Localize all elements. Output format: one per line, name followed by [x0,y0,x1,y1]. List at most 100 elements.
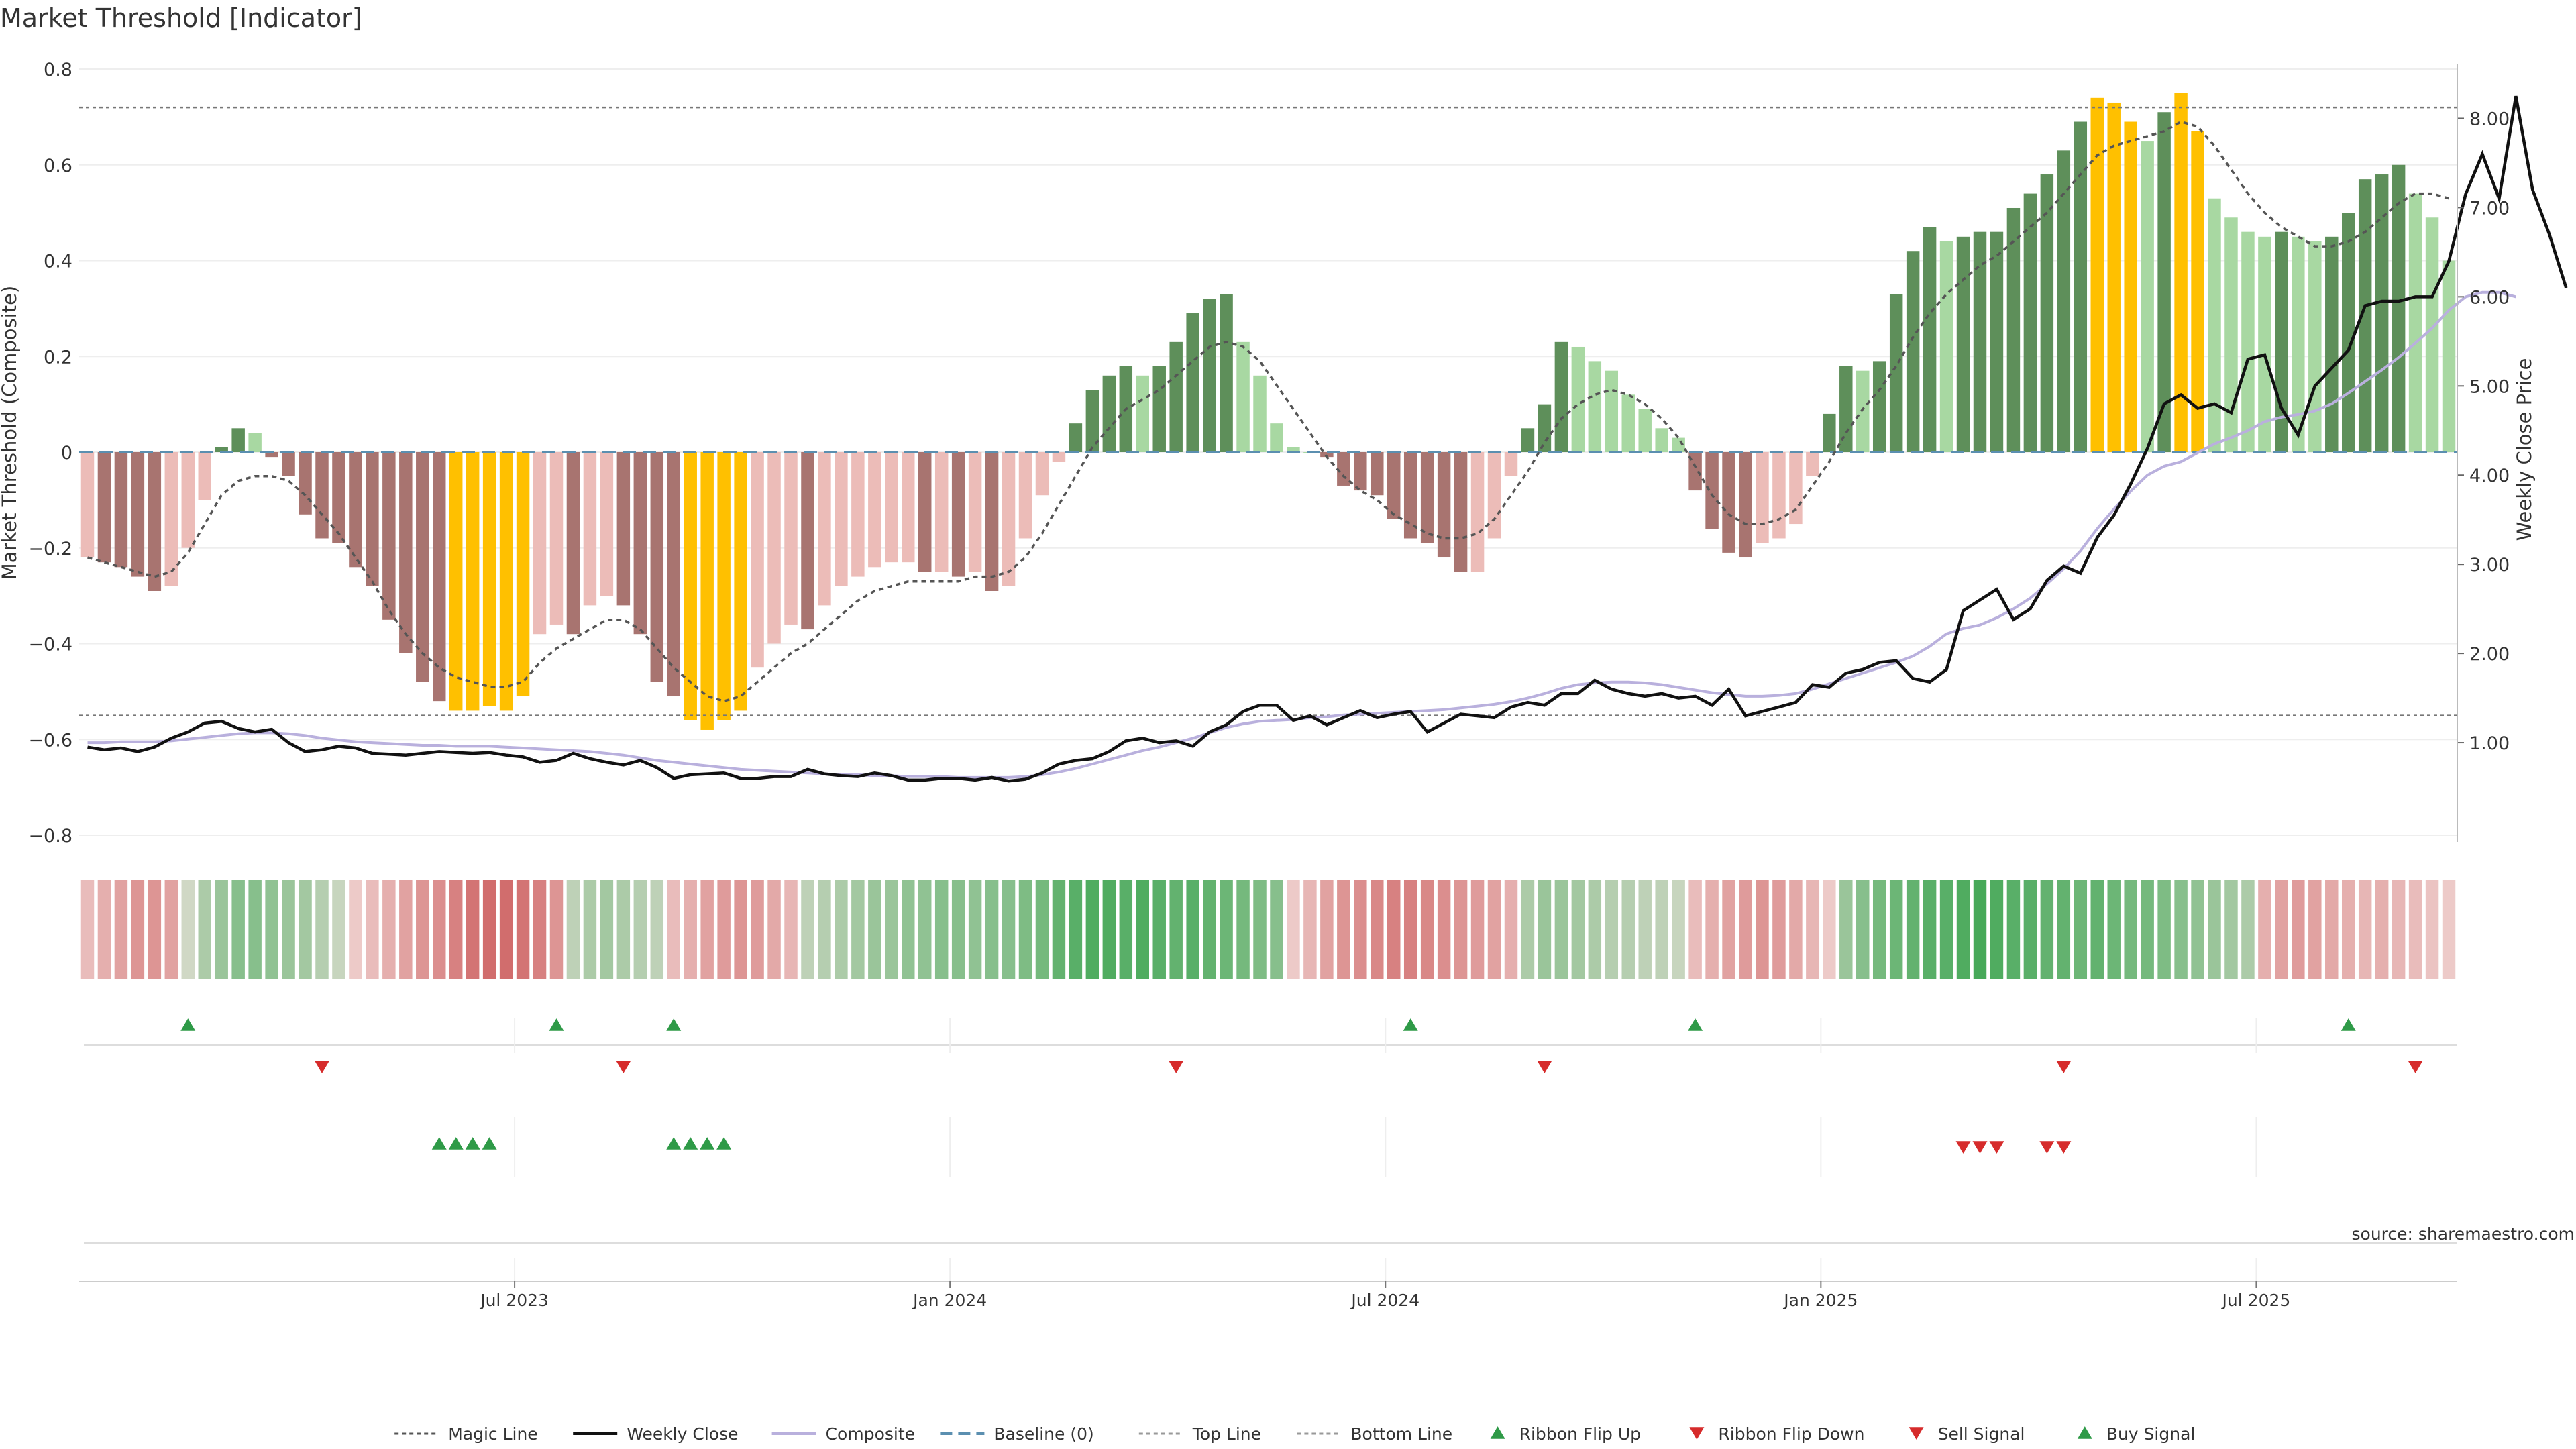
magic-line [87,120,2449,703]
composite-bar [684,452,697,720]
composite-bar [2341,213,2355,452]
composite-bar [1002,452,1016,586]
legend-label: Weekly Close [627,1424,738,1444]
legend-item: Top Line [1138,1424,1261,1444]
ribbon-cell [2442,880,2456,979]
composite-bar [1739,452,1752,558]
composite-bar [315,452,329,539]
composite-bar [2208,198,2221,452]
composite-bar [1806,452,1819,476]
composite-bar [1085,390,1099,452]
ribbon-cell [1270,880,1283,979]
ribbon-cell [2040,880,2054,979]
composite-bar [1621,394,1635,452]
ribbon-cell [835,880,848,979]
ribbon-cell [2191,880,2204,979]
ribbon-flip-down-marker [1537,1061,1552,1073]
ribbon-cell [1923,880,1937,979]
composite-bar [868,452,881,568]
ribbon-cell [1102,880,1116,979]
sell-signal-marker [2056,1141,2072,1154]
ribbon-flip-up-marker [666,1018,682,1031]
composite-bar [2308,241,2322,452]
ribbon-flip-up-marker [1403,1018,1418,1031]
ribbon-cell [1470,880,1485,979]
composite-bar [2157,112,2171,453]
ribbon-cell [1588,880,1602,979]
ribbon-cell [2425,880,2439,979]
composite-bar [1152,366,1166,452]
composite-bar [433,452,446,702]
composite-bar [2006,207,2021,452]
composite-bars [80,93,2456,730]
legend: Magic Line Weekly Close Composite Baseline … [394,1424,2195,1444]
ribbon-panel [80,880,2456,979]
composite-bar [566,452,580,635]
ribbon-flip-up-marker [549,1018,564,1031]
ribbon-flip-down-marker [2408,1061,2423,1073]
composite-bar [885,452,898,563]
ribbon-cell [1756,880,1769,979]
composite-bar [2191,131,2204,452]
composite-bar [2325,236,2339,452]
composite-bar [600,452,614,596]
composite-bar [1672,437,1685,452]
composite-bar [114,452,128,568]
composite-bar [1052,452,1066,462]
legend-label: Ribbon Flip Up [1519,1424,1641,1444]
ribbon-cell [1772,880,1786,979]
ribbon-cell [1487,880,1501,979]
ribbon-cell [2275,880,2288,979]
composite-bar [248,433,262,452]
x-tick-label: Jul 2025 [2221,1291,2291,1310]
right-axis: 8.00 7.00 6.00 5.00 4.00 3.00 2.00 1.00 [2457,64,2510,842]
composite-bar [382,452,396,620]
composite-bar [416,452,429,682]
legend-label: Composite [826,1424,915,1444]
ribbon-flip-up-marker [180,1018,196,1031]
ribbon-cell [1169,880,1183,979]
ribbon-cell [1554,880,1568,979]
ribbon-cell [951,880,965,979]
ribbon-cell [2392,880,2406,979]
legend-label: Ribbon Flip Down [1718,1424,1864,1444]
ribbon-cell [215,880,228,979]
composite-bar [818,452,831,606]
signal-panel [84,1137,2457,1244]
composite-bar [265,452,278,458]
ribbon-cell [583,880,597,979]
legend-label: Baseline (0) [994,1424,1093,1444]
composite-bar [1253,375,1267,452]
legend-item: Weekly Close [573,1424,738,1444]
buy-signal-marker [448,1137,464,1150]
composite-bar [968,452,982,572]
ribbon-cell [1420,880,1434,979]
composite-bar [164,452,178,586]
composite-bar [2241,231,2255,452]
legend-label: Buy Signal [2106,1424,2196,1444]
ribbon-cell [818,880,831,979]
ribbon-cell [1504,880,1518,979]
composite-bar [951,452,965,577]
composite-bar [1521,428,1535,452]
composite-bar [2292,236,2305,452]
ribbon-cell [1638,880,1652,979]
ribbon-cell [918,880,932,979]
ribbon-cell [2141,880,2154,979]
composite-bar [1872,361,1886,452]
composite-bar [1420,452,1434,543]
ribbon-cell [2358,880,2372,979]
ribbon-cell [1672,880,1685,979]
ribbon-cell [2258,880,2271,979]
ribbon-cell [482,880,496,979]
ribbon-cell [265,880,278,979]
right-tick-label: 5.00 [2469,376,2510,397]
ribbon-cell [1956,880,1970,979]
ribbon-cell [282,880,295,979]
legend-swatch [1909,1427,1924,1440]
legend-item: Composite [771,1424,915,1444]
ribbon-cell [198,880,211,979]
composite-bar [1504,452,1518,476]
ribbon-cell [366,880,379,979]
ribbon-cell [499,880,513,979]
